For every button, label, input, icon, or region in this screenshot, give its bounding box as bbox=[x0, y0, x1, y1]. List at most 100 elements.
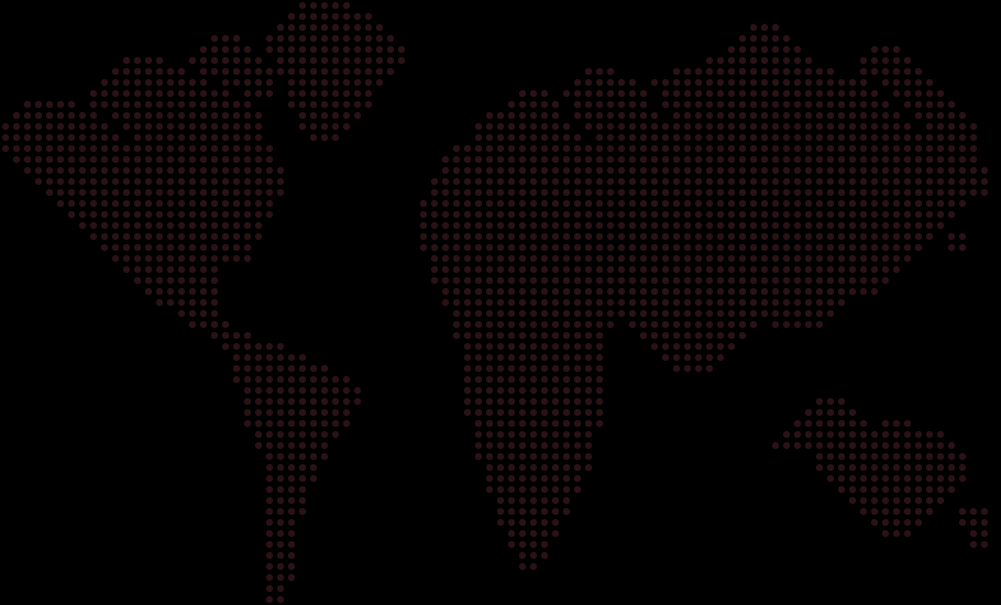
map-dot bbox=[926, 167, 933, 174]
map-dot bbox=[497, 134, 504, 141]
map-dot bbox=[728, 123, 735, 130]
map-dot bbox=[123, 112, 130, 119]
map-dot bbox=[948, 189, 955, 196]
map-dot bbox=[827, 167, 834, 174]
map-dot bbox=[475, 332, 482, 339]
map-dot bbox=[574, 90, 581, 97]
map-dot bbox=[915, 222, 922, 229]
map-dot bbox=[585, 244, 592, 251]
map-dot bbox=[915, 211, 922, 218]
map-dot bbox=[838, 409, 845, 416]
map-dot bbox=[277, 464, 284, 471]
map-dot bbox=[959, 464, 966, 471]
map-dot bbox=[882, 145, 889, 152]
map-dot bbox=[739, 101, 746, 108]
map-dot bbox=[673, 79, 680, 86]
map-dot bbox=[750, 90, 757, 97]
map-dot bbox=[959, 200, 966, 207]
map-dot bbox=[981, 541, 988, 548]
map-dot bbox=[277, 508, 284, 515]
map-dot bbox=[112, 68, 119, 75]
map-dot bbox=[596, 211, 603, 218]
map-dot bbox=[189, 266, 196, 273]
map-dot bbox=[552, 486, 559, 493]
map-dot bbox=[607, 90, 614, 97]
map-dot bbox=[893, 112, 900, 119]
map-dot bbox=[167, 156, 174, 163]
map-dot bbox=[882, 68, 889, 75]
map-dot bbox=[497, 123, 504, 130]
map-dot bbox=[288, 365, 295, 372]
map-dot bbox=[101, 134, 108, 141]
map-dot bbox=[684, 321, 691, 328]
map-dot bbox=[673, 200, 680, 207]
map-dot bbox=[178, 255, 185, 262]
map-dot bbox=[959, 167, 966, 174]
map-dot bbox=[926, 156, 933, 163]
map-dot bbox=[189, 145, 196, 152]
map-dot bbox=[299, 508, 306, 515]
map-dot bbox=[893, 420, 900, 427]
map-dot bbox=[552, 409, 559, 416]
map-dot bbox=[145, 123, 152, 130]
map-dot bbox=[607, 321, 614, 328]
map-dot bbox=[750, 35, 757, 42]
map-dot bbox=[552, 244, 559, 251]
map-dot bbox=[486, 409, 493, 416]
map-dot bbox=[519, 299, 526, 306]
map-dot bbox=[266, 376, 273, 383]
map-dot bbox=[618, 101, 625, 108]
map-dot bbox=[266, 596, 273, 603]
map-dot bbox=[167, 233, 174, 240]
map-dot bbox=[937, 431, 944, 438]
map-dot bbox=[255, 376, 262, 383]
map-dot bbox=[222, 332, 229, 339]
map-dot bbox=[244, 255, 251, 262]
map-dot bbox=[596, 156, 603, 163]
map-dot bbox=[629, 277, 636, 284]
map-dot bbox=[684, 365, 691, 372]
map-dot bbox=[541, 530, 548, 537]
map-dot bbox=[750, 79, 757, 86]
map-dot bbox=[728, 90, 735, 97]
map-dot bbox=[266, 200, 273, 207]
map-dot bbox=[959, 134, 966, 141]
map-dot bbox=[541, 310, 548, 317]
map-dot bbox=[552, 464, 559, 471]
map-dot bbox=[662, 321, 669, 328]
map-dot bbox=[233, 354, 240, 361]
map-dot bbox=[233, 35, 240, 42]
map-dot bbox=[530, 167, 537, 174]
map-dot bbox=[310, 13, 317, 20]
map-dot bbox=[145, 233, 152, 240]
map-dot bbox=[288, 420, 295, 427]
map-dot bbox=[563, 255, 570, 262]
map-dot bbox=[574, 145, 581, 152]
map-dot bbox=[893, 156, 900, 163]
map-dot bbox=[827, 112, 834, 119]
map-dot bbox=[277, 46, 284, 53]
map-dot bbox=[651, 255, 658, 262]
map-dot bbox=[343, 101, 350, 108]
map-dot bbox=[365, 46, 372, 53]
map-dot bbox=[761, 35, 768, 42]
map-dot bbox=[970, 178, 977, 185]
map-dot bbox=[519, 101, 526, 108]
map-dot bbox=[816, 255, 823, 262]
map-dot bbox=[552, 332, 559, 339]
map-dot bbox=[453, 178, 460, 185]
map-dot bbox=[717, 266, 724, 273]
map-dot bbox=[189, 211, 196, 218]
map-dot bbox=[321, 409, 328, 416]
map-dot bbox=[134, 255, 141, 262]
map-dot bbox=[849, 200, 856, 207]
map-dot bbox=[783, 101, 790, 108]
map-dot bbox=[475, 211, 482, 218]
map-dot bbox=[277, 541, 284, 548]
map-dot bbox=[585, 145, 592, 152]
map-dot bbox=[519, 277, 526, 284]
map-dot bbox=[882, 46, 889, 53]
map-dot bbox=[167, 68, 174, 75]
map-dot bbox=[717, 277, 724, 284]
map-dot bbox=[541, 464, 548, 471]
